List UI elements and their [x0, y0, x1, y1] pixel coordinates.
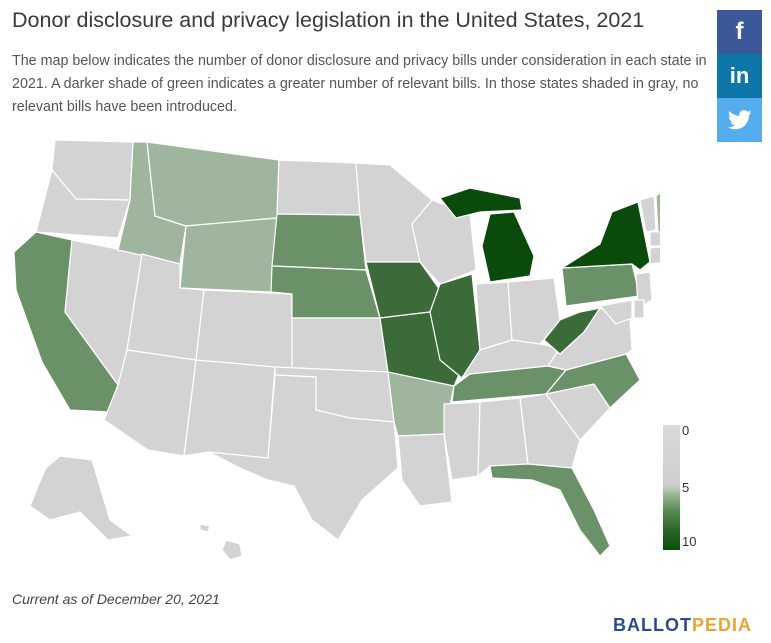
state-new-jersey[interactable] [635, 271, 653, 309]
state-new-mexico[interactable] [183, 359, 276, 459]
state-west-virginia[interactable] [543, 307, 601, 355]
legend-max-label: 10 [682, 534, 697, 549]
page-title: Donor disclosure and privacy legislation… [12, 8, 645, 32]
legend-mid-label: 5 [682, 480, 690, 495]
as-of-date-note: Current as of December 20, 2021 [12, 591, 220, 607]
state-north-dakota[interactable] [276, 159, 361, 216]
state-texas[interactable] [208, 374, 399, 541]
twitter-share-button[interactable] [717, 98, 762, 142]
state-connecticut[interactable] [649, 246, 660, 265]
state-massachusetts[interactable] [649, 230, 660, 247]
legend-min-label: 0 [682, 423, 690, 438]
state-pennsylvania[interactable] [561, 263, 641, 307]
state-hawaii-main[interactable] [221, 539, 243, 561]
state-michigan-upper[interactable] [439, 187, 523, 219]
state-kansas[interactable] [291, 317, 389, 373]
state-georgia[interactable] [519, 393, 581, 469]
state-florida[interactable] [489, 463, 611, 557]
state-new-hampshire[interactable] [655, 186, 660, 233]
state-wyoming[interactable] [179, 217, 278, 293]
ballotpedia-logo[interactable]: BALLOTPEDIA [613, 615, 752, 636]
logo-part-pedia: PEDIA [691, 615, 752, 635]
legend-color-scale [663, 425, 680, 550]
map-description: The map below indicates the number of do… [12, 53, 707, 115]
state-montana[interactable] [146, 141, 280, 227]
state-louisiana[interactable] [397, 433, 453, 507]
state-new-york[interactable] [561, 201, 651, 271]
state-michigan[interactable] [481, 211, 535, 283]
state-oregon[interactable] [35, 169, 131, 239]
logo-part-ballot: BALLOT [613, 615, 692, 635]
state-mississippi[interactable] [443, 401, 481, 481]
state-indiana[interactable] [475, 281, 513, 351]
state-maryland[interactable] [599, 299, 633, 325]
us-choropleth-map [13, 139, 660, 561]
linkedin-share-button[interactable]: in [717, 54, 762, 98]
state-vermont[interactable] [639, 195, 657, 233]
state-delaware[interactable] [633, 299, 645, 319]
state-hawaii-isle[interactable] [199, 523, 211, 533]
state-south-dakota[interactable] [271, 213, 367, 271]
linkedin-icon: in [729, 63, 750, 88]
facebook-share-button[interactable]: f [717, 10, 762, 54]
state-colorado[interactable] [195, 289, 293, 371]
twitter-icon [727, 110, 751, 130]
state-alaska[interactable] [29, 455, 133, 541]
state-wisconsin[interactable] [411, 199, 477, 285]
facebook-icon: f [735, 18, 744, 45]
